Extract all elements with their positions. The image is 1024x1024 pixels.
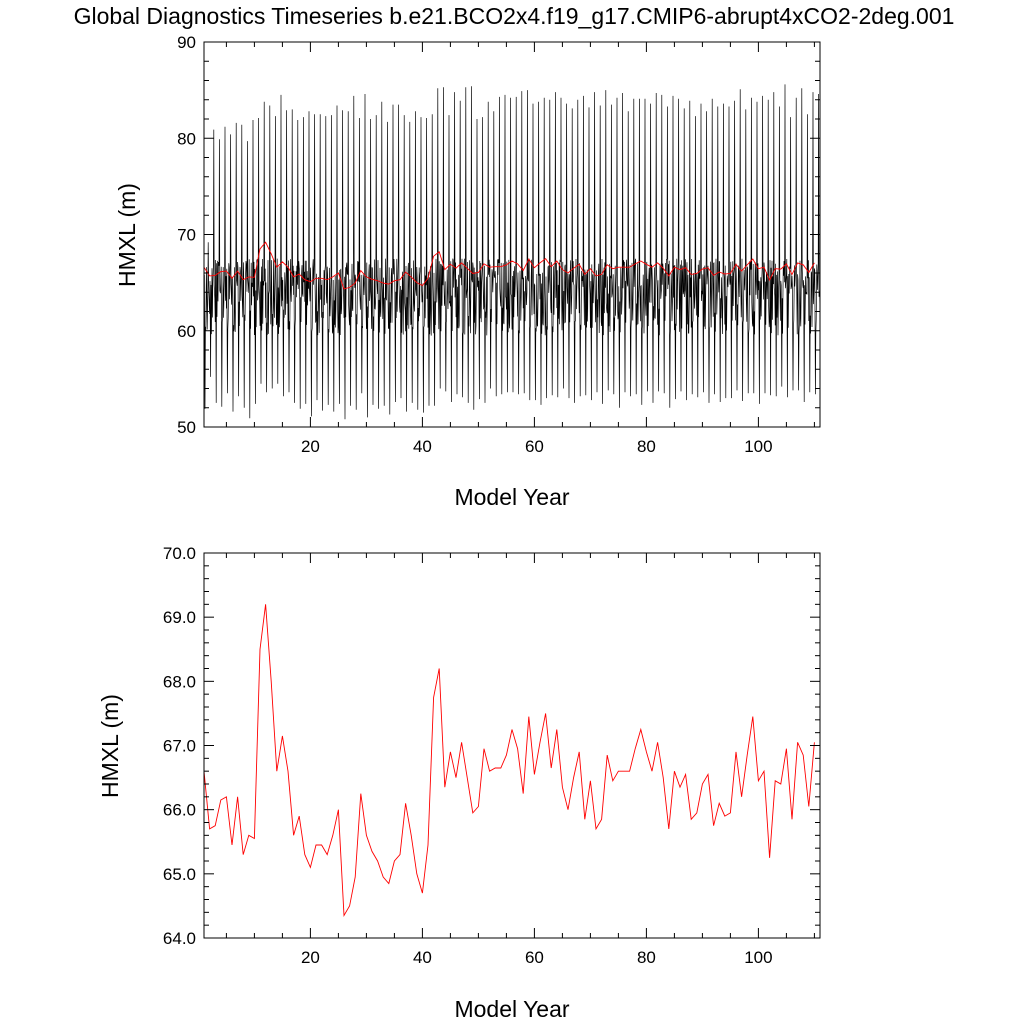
bottom-x-axis-label: Model Year — [454, 996, 569, 1022]
x-tick-label: 100 — [744, 948, 772, 967]
bottom-annual-mean-line — [203, 604, 815, 918]
y-tick-label: 66.0 — [163, 801, 196, 820]
top-panel: 20 40 60 80 100 50 60 70 80 90 Model Year HMXL (m… — [114, 33, 821, 510]
x-tick-label: 80 — [637, 948, 656, 967]
bottom-axes: 20 40 60 80 100 64.0 65.0 66.0 67.0 68.0 69.0 70.0 — [163, 544, 821, 967]
figure-title: Global Diagnostics Timeseries b.e21.BCO2… — [74, 3, 955, 29]
top-axes: 20 40 60 80 100 50 60 70 80 90 — [177, 33, 821, 456]
bottom-panel: 20 40 60 80 10064.065.066.067.068.069.070.0 … — [97, 544, 821, 1022]
plot-frame — [203, 41, 821, 428]
x-tick-label: 40 — [413, 437, 432, 456]
top-monthly-series — [203, 84, 821, 420]
y-tick-label: 80 — [177, 129, 196, 148]
y-tick-label: 67.0 — [163, 737, 196, 756]
top-y-axis-label: HMXL (m) — [114, 183, 140, 287]
y-tick-label: 70 — [177, 226, 196, 245]
x-tick-label: 20 — [301, 948, 320, 967]
top-x-axis-label: Model Year — [454, 484, 569, 510]
x-tick-label: 60 — [525, 437, 544, 456]
y-tick-label: 50 — [177, 418, 196, 437]
y-tick-label: 68.0 — [163, 672, 196, 691]
bottom-y-axis-label: HMXL (m) — [97, 694, 123, 798]
top-annual-mean-line — [203, 241, 815, 290]
x-tick-label: 80 — [637, 437, 656, 456]
plot-frame — [203, 552, 821, 939]
y-tick-label: 69.0 — [163, 608, 196, 627]
top-monthly-line — [203, 84, 821, 420]
y-tick-label: 70.0 — [163, 544, 196, 563]
y-tick-label: 65.0 — [163, 865, 196, 884]
x-tick-label: 20 — [301, 437, 320, 456]
y-tick-label: 60 — [177, 322, 196, 341]
y-tick-label: 64.0 — [163, 929, 196, 948]
x-tick-label: 40 — [413, 948, 432, 967]
x-tick-label: 60 — [525, 948, 544, 967]
y-tick-label: 90 — [177, 33, 196, 52]
x-tick-label: 100 — [744, 437, 772, 456]
